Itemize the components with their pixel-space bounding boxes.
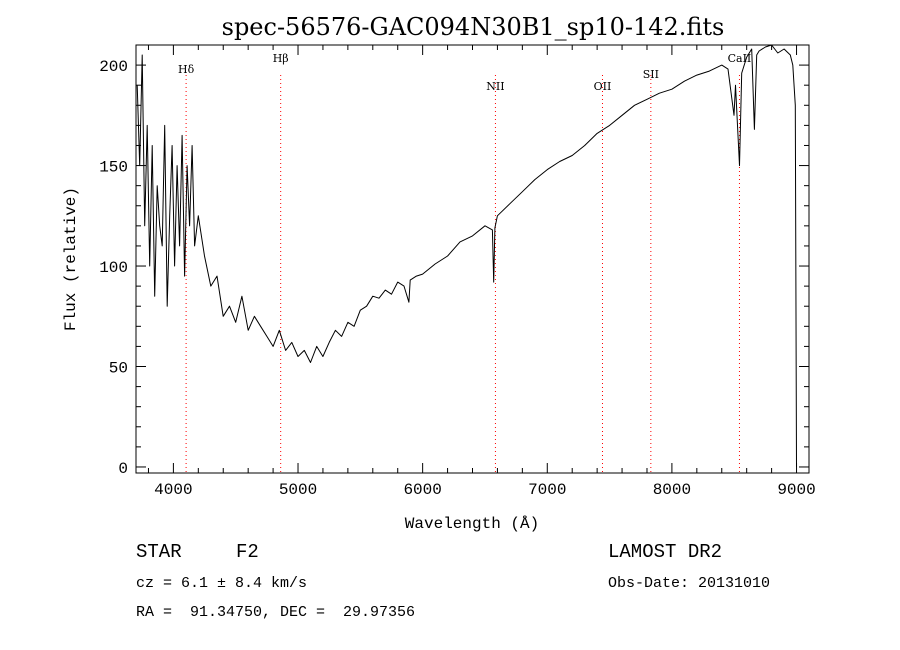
survey-name: LAMOST DR2 — [608, 541, 723, 563]
y-tick-label: 100 — [99, 259, 128, 277]
x-tick-label: 5000 — [279, 481, 317, 499]
y-tick-label: 50 — [109, 360, 128, 378]
x-tick-label: 6000 — [403, 481, 441, 499]
y-tick-label: 200 — [99, 58, 128, 76]
line-marker-label: CaII — [728, 52, 752, 65]
line-marker-label: OII — [594, 80, 612, 93]
x-tick-label: 9000 — [777, 481, 815, 499]
axis-ticks: 4000 5000 6000 7000 8000 9000 0 50 100 150 200 — [99, 44, 816, 499]
y-axis-label: Flux (relative) — [62, 187, 80, 331]
observation-date: Obs-Date: 20131010 — [608, 575, 771, 592]
x-tick-label: 7000 — [528, 481, 566, 499]
line-marker-label: SII — [643, 68, 659, 81]
x-tick-label: 8000 — [653, 481, 691, 499]
object-subclass: F2 — [236, 541, 259, 563]
sky-coordinates: RA = 91.34750, DEC = 29.97356 — [136, 604, 416, 621]
spectrum-series-line — [136, 44, 797, 468]
y-tick-label: 150 — [99, 159, 128, 177]
line-marker-label: Hβ — [273, 52, 289, 65]
chart-title: spec-56576-GAC094N30B1_sp10-142.fits — [222, 13, 725, 41]
redshift-velocity: cz = 6.1 ± 8.4 km/s — [136, 575, 308, 592]
line-marker-label: NII — [486, 80, 504, 93]
x-axis-label: Wavelength (Å) — [405, 515, 539, 533]
y-tick-label: 0 — [118, 460, 128, 478]
emission-line-markers: Hδ Hβ NII OII SII CaII — [178, 52, 751, 473]
plot-frame — [135, 44, 810, 474]
x-tick-label: 4000 — [154, 481, 192, 499]
line-marker-label: Hδ — [178, 63, 195, 76]
object-class: STAR — [136, 541, 182, 563]
